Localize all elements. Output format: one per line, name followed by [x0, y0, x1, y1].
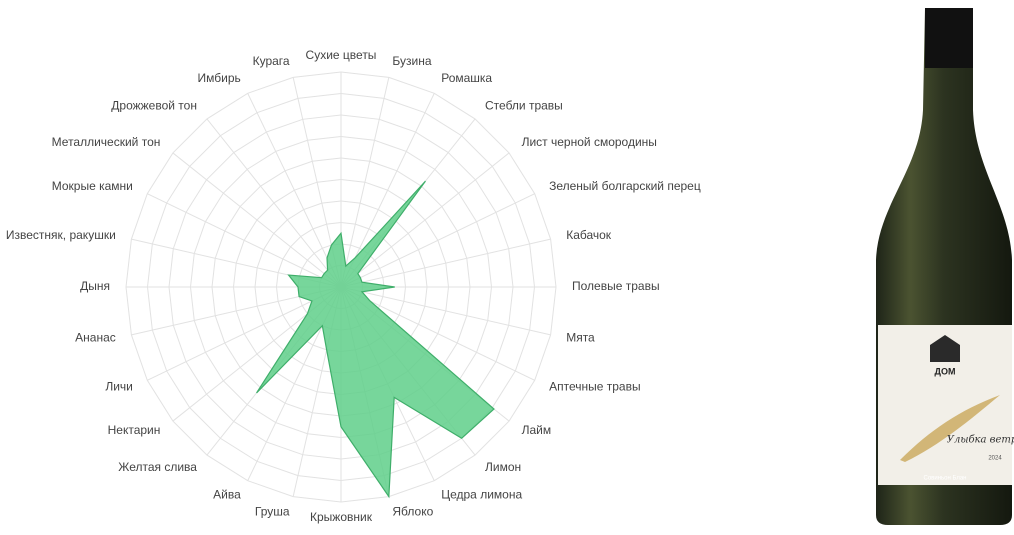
axis-label: Аптечные травы [549, 379, 641, 393]
spoke [147, 193, 342, 288]
axis-label: Нектарин [108, 423, 161, 437]
axis-label: Желтая слива [118, 460, 197, 474]
bottle-capsule [925, 8, 973, 68]
bottle: ДОМ Улыбка ветра 2024 Совиньон Блан [876, 8, 1014, 525]
axis-label: Имбирь [198, 71, 241, 85]
axis-label: Лист черной смородины [522, 135, 657, 149]
spoke [340, 238, 551, 288]
axis-label: Груша [255, 504, 290, 518]
spoke [206, 118, 342, 288]
axis-label: Айва [213, 487, 241, 501]
spoke [340, 286, 551, 336]
feather [900, 395, 1000, 462]
spoke [247, 93, 342, 288]
brand: ДОМ [935, 366, 956, 376]
axis-label: Личи [105, 379, 133, 393]
axis-label: Дрожжевой тон [111, 99, 197, 113]
axis-label: Ромашка [441, 71, 492, 85]
axis-label: Лайм [522, 423, 552, 437]
axis-label: Металлический тон [52, 135, 161, 149]
spoke [340, 152, 510, 288]
year: 2024 [988, 456, 1002, 462]
axis-label: Стебли травы [485, 99, 563, 113]
spoke [340, 286, 535, 381]
radar-area [256, 180, 495, 499]
variety: Совиньон Блан [924, 476, 967, 482]
axis-label: Полевые травы [572, 279, 660, 293]
logo-house [930, 335, 960, 362]
axis-label: Лимон [485, 460, 521, 474]
axis-label: Кабачок [566, 228, 612, 242]
axis-label: Дыня [80, 279, 110, 293]
axis-label: Крыжовник [310, 510, 373, 524]
spoke [147, 286, 342, 381]
spoke [340, 93, 435, 288]
axis-label: Зеленый болгарский перец [549, 179, 701, 193]
spoke [340, 77, 390, 288]
axis-label: Ананас [75, 331, 116, 345]
axis-label: Цедра лимона [441, 487, 522, 501]
axis-label: Курага [253, 54, 290, 68]
axis-label: Известняк, ракушки [6, 228, 116, 242]
axis-label: Сухие цветы [306, 48, 377, 62]
axis-label: Мокрые камни [52, 179, 133, 193]
spoke [340, 193, 535, 288]
wine-name: Улыбка ветра [947, 435, 1014, 446]
spoke [172, 152, 342, 288]
axis-label: Мята [566, 331, 595, 345]
axis-label: Бузина [392, 54, 431, 68]
axis-label: Яблоко [392, 504, 433, 518]
